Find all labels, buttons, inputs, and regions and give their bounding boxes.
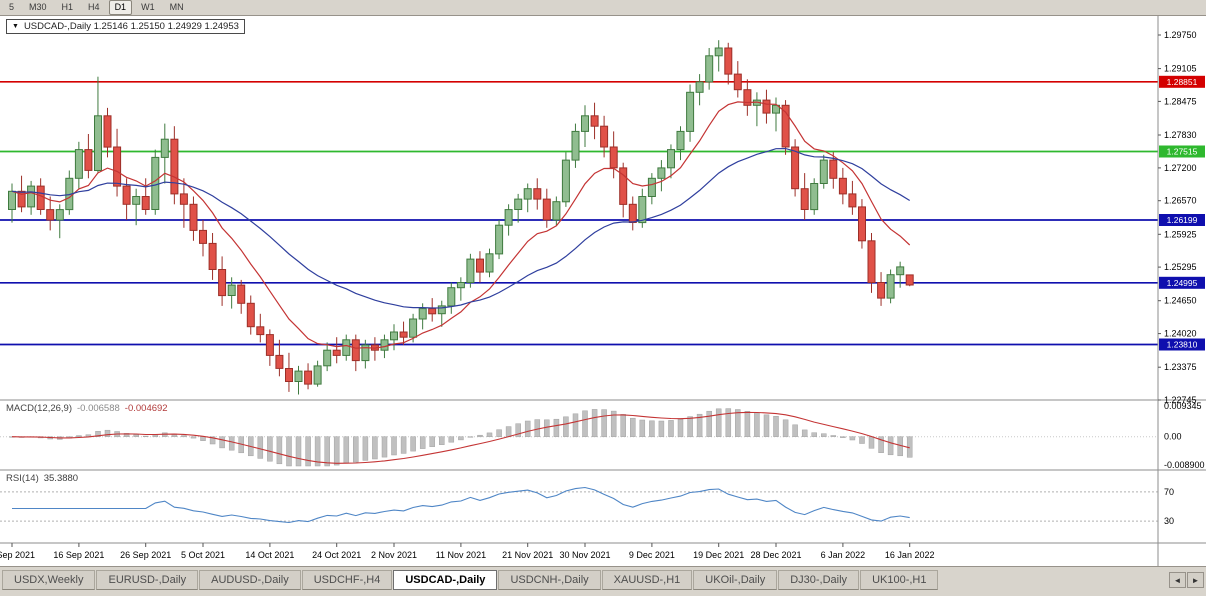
svg-text:1.23375: 1.23375: [1164, 362, 1197, 372]
svg-text:1.25925: 1.25925: [1164, 229, 1197, 239]
svg-text:2 Nov 2021: 2 Nov 2021: [371, 550, 417, 560]
timeframe-button-h1[interactable]: H1: [61, 2, 74, 12]
timeframe-button-m30[interactable]: M30: [29, 2, 47, 12]
svg-text:1.26199: 1.26199: [1167, 215, 1198, 225]
svg-text:1.26570: 1.26570: [1164, 196, 1197, 206]
price-axis: 1.29750 1.29105 1.28475 1.27830 1.27200 1.265…: [1158, 30, 1205, 405]
symbol-tabs: USDX,Weekly EURUSD-,Daily AUDUSD-,Daily USD…: [2, 570, 939, 590]
chevron-down-icon: ▼: [12, 23, 19, 30]
chart-tab[interactable]: USDCNH-,Daily: [498, 570, 601, 590]
timeframe-button-h4[interactable]: H4: [88, 2, 100, 12]
timeframe-toolbar: 5 M30 H1 H4 D1 W1 MN: [0, 0, 1206, 16]
tabs-scroll-right-button[interactable]: ►: [1187, 572, 1204, 588]
chart-tab[interactable]: EURUSD-,Daily: [96, 570, 199, 590]
svg-text:14 Oct 2021: 14 Oct 2021: [245, 550, 294, 560]
svg-text:1.24650: 1.24650: [1164, 296, 1197, 306]
chart-tab[interactable]: UK100-,H1: [860, 570, 939, 590]
time-axis: 7 Sep 2021 16 Sep 2021 26 Sep 2021 5 Oct 20…: [0, 543, 934, 560]
svg-text:70: 70: [1164, 487, 1174, 497]
chart-tab[interactable]: DJ30-,Daily: [778, 570, 860, 590]
macd-name: MACD(12,26,9): [6, 403, 72, 414]
chart-title-text: USDCAD-,Daily 1.25146 1.25150 1.24929 1.…: [23, 21, 239, 32]
svg-text:1.24995: 1.24995: [1167, 278, 1198, 288]
chart-tab[interactable]: XAUUSD-,H1: [601, 570, 693, 590]
chart-title-box[interactable]: ▼ USDCAD-,Daily 1.25146 1.25150 1.24929 …: [6, 19, 245, 34]
chart-canvas[interactable]: 1.29750 1.29105 1.28475 1.27830 1.27200 1.265…: [0, 16, 1206, 566]
macd-indicator: [0, 408, 1158, 467]
chart-tab[interactable]: AUDUSD-,Daily: [199, 570, 301, 590]
svg-text:0.00: 0.00: [1164, 432, 1182, 442]
svg-text:1.29750: 1.29750: [1164, 30, 1197, 40]
svg-text:1.27515: 1.27515: [1167, 147, 1198, 157]
macd-signal-value: -0.004692: [124, 403, 168, 414]
svg-text:21 Nov 2021: 21 Nov 2021: [502, 550, 553, 560]
svg-text:19 Dec 2021: 19 Dec 2021: [693, 550, 744, 560]
rsi-value: 35.3880: [43, 473, 79, 484]
ma-slow-line: [11, 147, 911, 309]
chart-tab[interactable]: UKOil-,Daily: [693, 570, 778, 590]
svg-text:7 Sep 2021: 7 Sep 2021: [0, 550, 35, 560]
svg-text:1.24020: 1.24020: [1164, 329, 1197, 339]
timeframe-button-mn[interactable]: MN: [169, 2, 184, 12]
rsi-indicator-label: RSI(14) 35.3880: [6, 473, 78, 484]
timeframe-button-5[interactable]: 5: [9, 2, 15, 12]
pane-separators: [0, 16, 1206, 566]
chart-tab[interactable]: USDCHF-,H4: [301, 570, 393, 590]
macd-indicator-label: MACD(12,26,9) -0.006588 -0.004692: [6, 403, 168, 414]
svg-text:5 Oct 2021: 5 Oct 2021: [181, 550, 225, 560]
svg-text:1.28475: 1.28475: [1164, 96, 1197, 106]
timeframe-button-w1[interactable]: W1: [141, 2, 155, 12]
svg-text:1.27200: 1.27200: [1164, 163, 1197, 173]
ma-fast-line: [11, 101, 911, 349]
timeframe-button-d1[interactable]: D1: [108, 0, 133, 15]
svg-text:11 Nov 2021: 11 Nov 2021: [436, 550, 486, 560]
svg-text:1.22745: 1.22745: [1164, 395, 1197, 405]
macd-axis: 0.009345 0.00 -0.008900: [1164, 401, 1205, 470]
chart-tab[interactable]: USDCAD-,Daily: [393, 570, 498, 590]
symbol-tab-bar: USDX,Weekly EURUSD-,Daily AUDUSD-,Daily USD…: [0, 566, 1206, 596]
svg-text:1.29105: 1.29105: [1164, 64, 1197, 74]
svg-text:30 Nov 2021: 30 Nov 2021: [559, 550, 610, 560]
svg-text:1.23810: 1.23810: [1167, 340, 1198, 350]
tab-scrollbar: ◄ ►: [1169, 572, 1204, 588]
macd-main-value: -0.006588: [77, 403, 120, 414]
svg-text:0.009345: 0.009345: [1164, 401, 1202, 411]
rsi-indicator: [0, 486, 1158, 524]
svg-text:16 Sep 2021: 16 Sep 2021: [53, 550, 104, 560]
rsi-name: RSI(14): [6, 473, 39, 484]
svg-text:1.28851: 1.28851: [1167, 77, 1198, 87]
svg-text:-0.008900: -0.008900: [1164, 460, 1205, 470]
svg-text:1.27830: 1.27830: [1164, 130, 1197, 140]
svg-text:6 Jan 2022: 6 Jan 2022: [821, 550, 866, 560]
svg-text:30: 30: [1164, 516, 1174, 526]
svg-text:9 Dec 2021: 9 Dec 2021: [629, 550, 675, 560]
svg-text:24 Oct 2021: 24 Oct 2021: [312, 550, 361, 560]
chart-tab[interactable]: USDX,Weekly: [2, 570, 96, 590]
rsi-axis: 70 30: [1164, 487, 1174, 526]
svg-text:28 Dec 2021: 28 Dec 2021: [750, 550, 801, 560]
svg-text:26 Sep 2021: 26 Sep 2021: [120, 550, 171, 560]
tabs-scroll-left-button[interactable]: ◄: [1169, 572, 1186, 588]
chart-area: 1.29750 1.29105 1.28475 1.27830 1.27200 1.265…: [0, 16, 1206, 566]
svg-text:16 Jan 2022: 16 Jan 2022: [885, 550, 935, 560]
svg-text:1.25295: 1.25295: [1164, 262, 1197, 272]
